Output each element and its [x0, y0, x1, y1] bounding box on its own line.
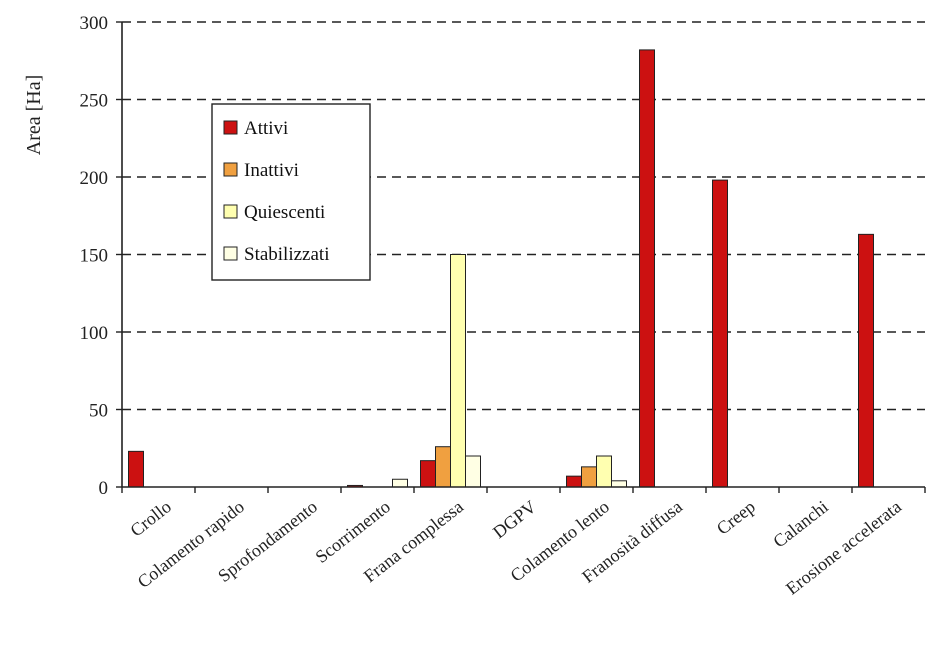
bar-stabilizzati [611, 480, 627, 488]
y-tick-label: 200 [80, 168, 109, 189]
legend-swatch [223, 162, 238, 177]
bar-stabilizzati [392, 478, 408, 488]
legend-swatch [223, 246, 238, 261]
legend-swatch [223, 204, 238, 219]
x-category-label: Calanchi [769, 496, 832, 551]
legend-label: Inattivi [244, 160, 299, 181]
bar-stabilizzati [465, 455, 481, 488]
y-tick-label: 300 [80, 13, 109, 34]
axes [116, 21, 926, 493]
y-tick-label: 0 [99, 478, 109, 499]
legend-label: Quiescenti [244, 202, 325, 223]
y-axis-title: Area [Ha] [23, 75, 45, 156]
bar-attivi [858, 233, 874, 488]
bar-attivi [639, 49, 655, 488]
y-tick-label: 150 [80, 246, 109, 267]
x-category-label: Creep [713, 496, 759, 538]
y-tick-label: 250 [80, 91, 109, 112]
y-tick-labels: 0 50 100 150 200 250 300 [80, 13, 109, 499]
bar-attivi [420, 460, 436, 488]
bar-quiescenti [450, 254, 466, 488]
x-category-label: DGPV [489, 496, 540, 542]
legend-label: Stabilizzati [244, 244, 329, 265]
legend-swatch [223, 120, 238, 135]
bar-attivi [712, 179, 728, 488]
y-tick-label: 100 [80, 323, 109, 344]
x-category-label: Crollo [126, 496, 175, 540]
legend-label: Attivi [244, 118, 288, 139]
bar-attivi [566, 475, 582, 488]
y-tick-label: 50 [89, 401, 108, 422]
legend-box [211, 103, 371, 281]
bar-inattivi [581, 466, 597, 488]
bar-attivi [128, 450, 144, 488]
bar-inattivi [435, 446, 451, 488]
legend: Attivi Inattivi Quiescenti Stabilizzati [211, 103, 371, 281]
bar-quiescenti [596, 455, 612, 488]
